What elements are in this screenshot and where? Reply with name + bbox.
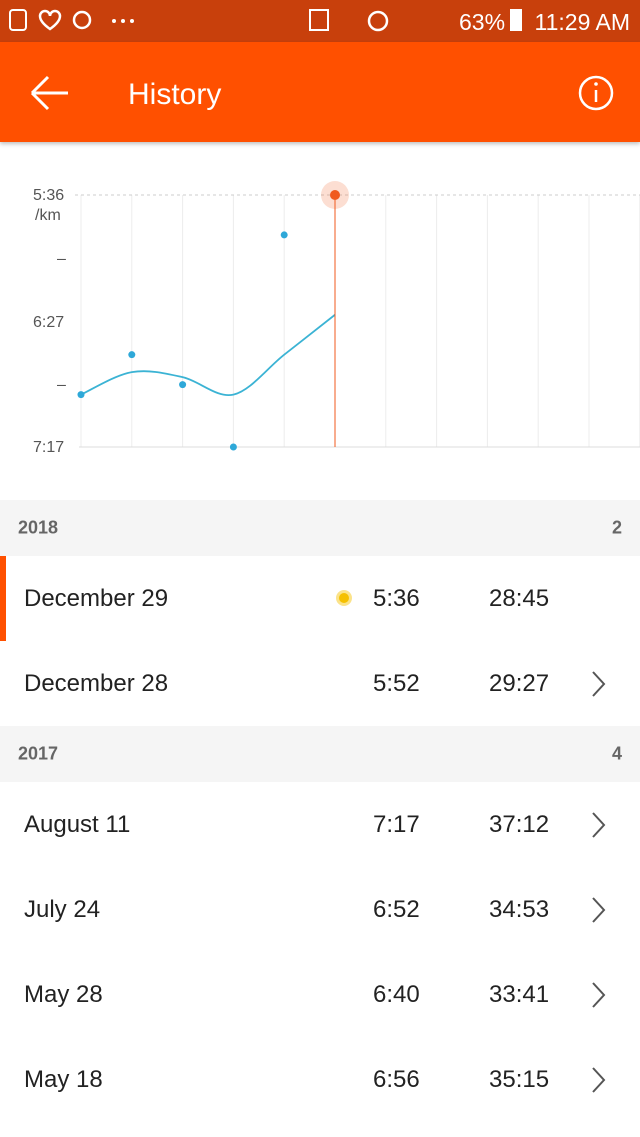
chevron [592, 982, 606, 1008]
date: December 29 [24, 584, 169, 612]
pace: 7:17 [373, 810, 420, 838]
status-bar: 63% 11:29 AM [0, 0, 640, 42]
chevron [592, 897, 606, 923]
pace: 5:52 [373, 669, 420, 697]
selected-bar [0, 556, 6, 641]
history-row[interactable]: December 29 5:36 28:45 [0, 556, 640, 641]
y-tick-label: 6:27 [33, 314, 64, 331]
app-bar: History [0, 42, 640, 142]
y-unit: /km [35, 207, 61, 224]
pace-chart: 5:36 – 6:27 – 7:17/km [33, 181, 640, 456]
chevron [592, 671, 606, 697]
chevron [592, 812, 606, 838]
date: December 28 [24, 669, 169, 697]
duration: 37:12 [489, 810, 550, 838]
pace: 5:36 [373, 584, 420, 612]
back-button[interactable] [30, 75, 68, 111]
duration: 35:15 [489, 1065, 550, 1093]
battery: 63% [459, 9, 505, 35]
duration: 28:45 [489, 584, 550, 612]
date: August 11 [24, 810, 131, 838]
date: May 18 [24, 1065, 103, 1093]
date: May 28 [24, 980, 103, 1008]
pace: 6:40 [373, 980, 420, 1008]
count: 2 [611, 517, 622, 538]
history-row[interactable]: May 28 6:40 33:41 [0, 952, 640, 1037]
y-tick-label: – [57, 251, 66, 268]
pace: 6:52 [373, 895, 420, 923]
year: 2018 [18, 517, 59, 538]
duration: 29:27 [489, 669, 550, 697]
count: 4 [611, 743, 622, 764]
point [280, 231, 288, 239]
status-icons: 63% 11:29 AM [9, 9, 630, 35]
duration: 34:53 [489, 895, 550, 923]
title: History [128, 78, 221, 111]
year: 2017 [18, 743, 59, 764]
history-row[interactable]: July 24 6:52 34:53 [0, 867, 640, 952]
pace: 6:56 [373, 1065, 420, 1093]
info-button[interactable] [578, 75, 614, 111]
y-tick-label: 5:36 [33, 187, 64, 204]
section-header: 2017 4 [0, 726, 640, 782]
app-bar-icons: History [30, 75, 614, 111]
trend-line [80, 314, 336, 396]
history-list: 2018 2 December 29 5:36 28:45 December 28 5:52… [0, 500, 640, 1122]
history-row[interactable]: August 11 7:17 37:12 [0, 782, 640, 867]
point [77, 391, 85, 399]
point [330, 190, 340, 200]
duration: 33:41 [489, 980, 550, 1008]
chevron [592, 1067, 606, 1093]
point [229, 443, 237, 451]
point [128, 351, 136, 359]
date: July 24 [24, 895, 101, 923]
history-row[interactable]: December 28 5:52 29:27 [0, 641, 640, 726]
current-marker [336, 590, 352, 606]
point [179, 381, 187, 389]
history-row[interactable]: May 18 6:56 35:15 [0, 1037, 640, 1122]
section-header: 2018 2 [0, 500, 640, 556]
y-tick-label: 7:17 [33, 439, 64, 456]
y-tick-label: – [57, 377, 66, 394]
clock: 11:29 AM [535, 9, 630, 35]
